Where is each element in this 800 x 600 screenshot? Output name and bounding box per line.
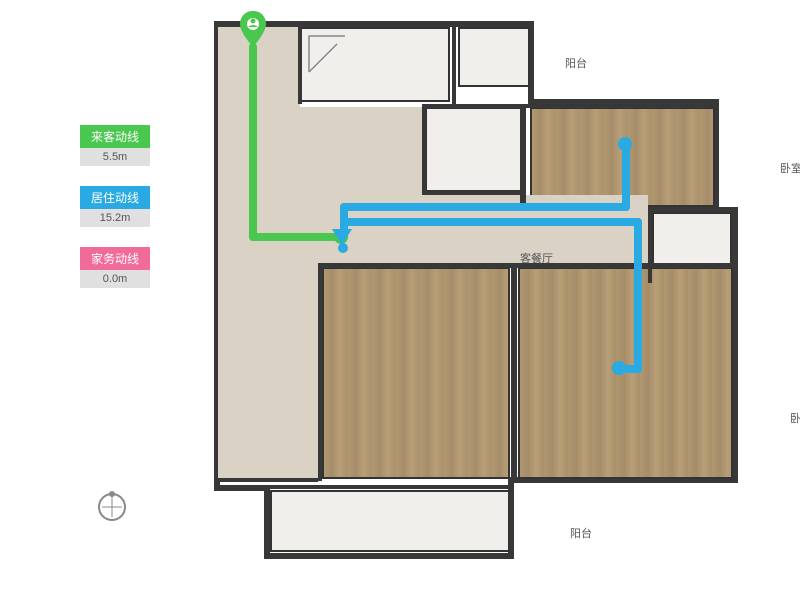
legend-living-value: 15.2m (80, 209, 150, 227)
room-bedroom-sw (322, 267, 510, 479)
room-bath-w (425, 107, 522, 192)
living-start-dot (338, 243, 348, 253)
living-dot-ne (618, 137, 632, 151)
wall (264, 553, 514, 559)
wall (648, 207, 652, 283)
legend-visitor: 来客动线 5.5m (80, 125, 150, 166)
visitor-path (249, 43, 257, 241)
living-dot-se (612, 361, 626, 375)
wall (422, 191, 522, 195)
room-bedroom-se (518, 267, 733, 479)
wall (511, 263, 517, 481)
wall (452, 27, 456, 104)
door-icon (307, 34, 347, 74)
wall (318, 263, 738, 268)
legend-panel: 来客动线 5.5m 居住动线 15.2m 家务动线 0.0m (80, 125, 150, 308)
legend-chores: 家务动线 0.0m (80, 247, 150, 288)
legend-visitor-label: 来客动线 (80, 125, 150, 148)
label-balcony-n: 阳台 (565, 55, 587, 71)
room-balcony-n (458, 27, 530, 87)
compass-icon (95, 490, 129, 529)
visitor-path (249, 233, 344, 241)
living-path (340, 203, 630, 211)
wall (520, 104, 526, 204)
living-path (634, 218, 642, 373)
wall (422, 104, 718, 108)
legend-living-label: 居住动线 (80, 186, 150, 209)
label-balcony-s: 阳台 (570, 525, 592, 541)
wall (218, 478, 318, 482)
visitor-start-pin-icon (240, 11, 266, 47)
legend-chores-value: 0.0m (80, 270, 150, 288)
legend-visitor-value: 5.5m (80, 148, 150, 166)
label-bedroom-se: 卧室 (790, 410, 800, 426)
room-balcony-s (270, 490, 510, 552)
wall (318, 263, 322, 481)
wall (648, 207, 736, 212)
legend-chores-label: 家务动线 (80, 247, 150, 270)
wall (268, 485, 512, 489)
wall (298, 27, 302, 104)
wall (214, 485, 270, 491)
legend-living: 居住动线 15.2m (80, 186, 150, 227)
living-path (340, 218, 642, 226)
wall (422, 104, 426, 194)
living-path (622, 143, 630, 211)
label-bedroom-ne: 卧室 (780, 160, 800, 176)
room-kitchen (300, 27, 450, 102)
floorplan: 厨房 阳台 卫生间 卧室 客餐厅 卫生间 卧室 卧室 阳台 (200, 15, 740, 575)
